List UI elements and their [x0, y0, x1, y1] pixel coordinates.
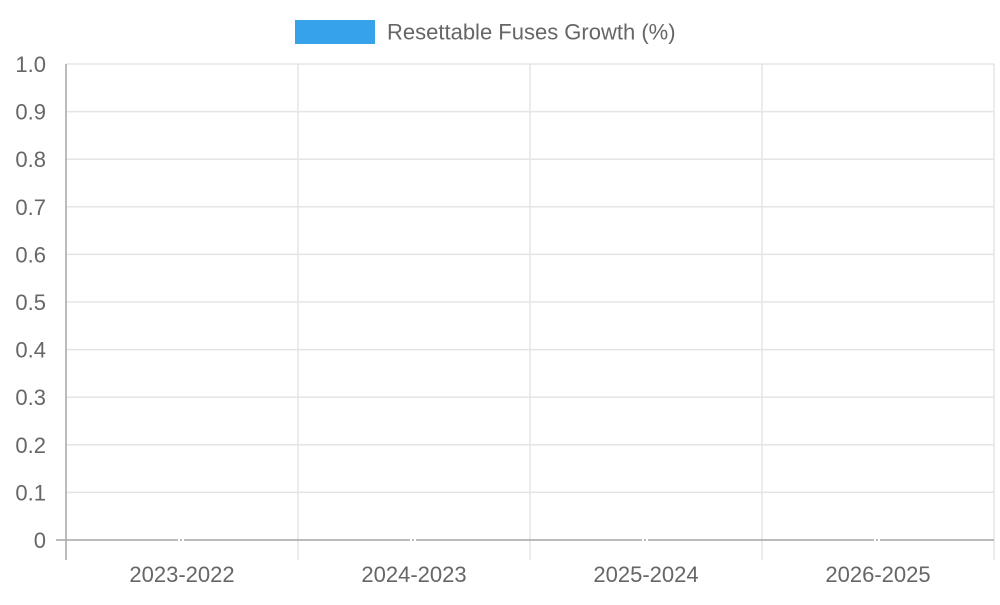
y-tick-label: 0.7: [15, 195, 46, 220]
y-axis-tick-labels: 0 0.1 0.2 0.3 0.4 0.5 0.6 0.7 0.8 0.9 1.0: [15, 52, 46, 553]
y-tick-label: 0.5: [15, 290, 46, 315]
y-tick-label: 0: [34, 528, 46, 553]
legend[interactable]: Resettable Fuses Growth (%): [295, 20, 676, 45]
x-tick-label: 2023-2022: [129, 562, 234, 587]
x-axis-tick-labels: 2023-2022 2024-2023 2025-2024 2026-2025: [129, 562, 930, 587]
x-tick-label: 2026-2025: [825, 562, 930, 587]
y-tick-label: 0.3: [15, 385, 46, 410]
y-tick-label: 0.9: [15, 100, 46, 125]
legend-label: Resettable Fuses Growth (%): [387, 20, 676, 45]
x-tick-label: 2025-2024: [593, 562, 698, 587]
legend-swatch: [295, 20, 375, 44]
axes: [56, 64, 994, 560]
y-tick-label: 1.0: [15, 52, 46, 77]
y-tick-label: 0.2: [15, 433, 46, 458]
x-tick-label: 2024-2023: [361, 562, 466, 587]
y-tick-label: 0.4: [15, 338, 46, 363]
y-tick-label: 0.8: [15, 147, 46, 172]
grid: [66, 63, 995, 560]
y-tick-label: 0.1: [15, 480, 46, 505]
y-tick-label: 0.6: [15, 242, 46, 267]
